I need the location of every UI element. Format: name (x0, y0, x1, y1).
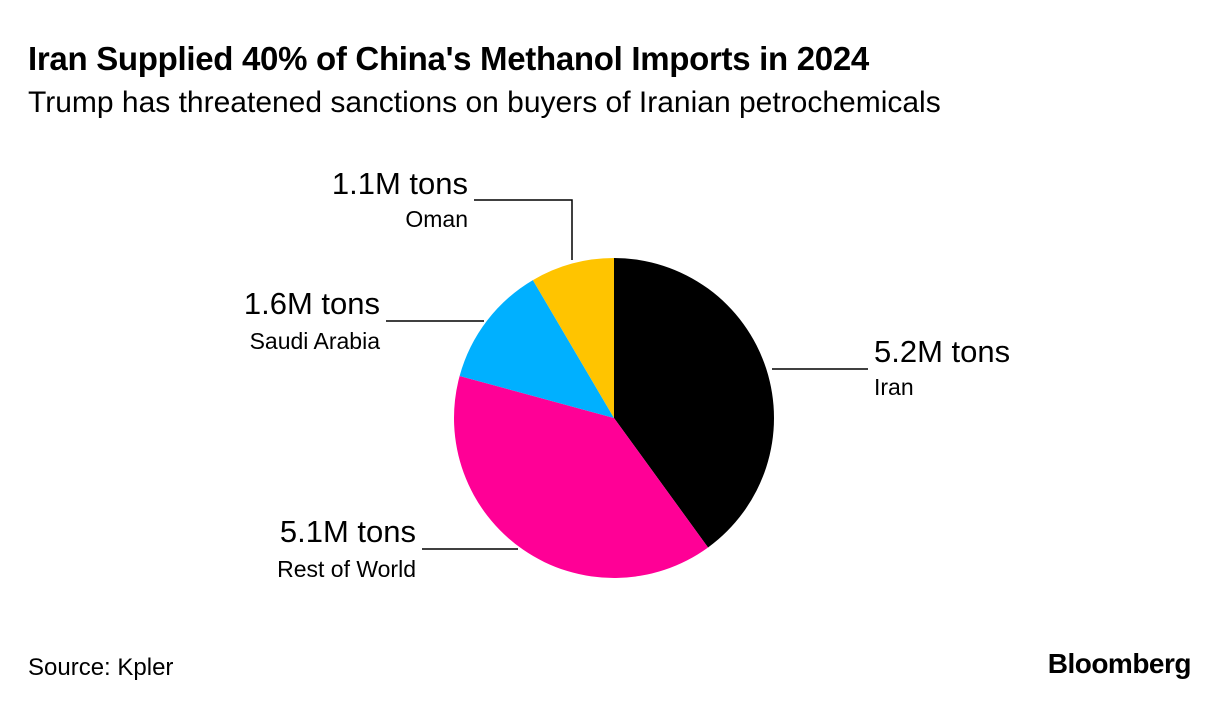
data-label-iran: 5.2M tons (874, 334, 1010, 369)
bloomberg-logo: Bloomberg (1047, 648, 1192, 679)
pie-slice-iran (614, 258, 775, 548)
category-label-iran: Iran (874, 374, 914, 400)
data-label-saudi-arabia: 1.6M tons (244, 286, 380, 321)
pie-slice-rest-of-world (454, 375, 709, 578)
pie-slice-oman (532, 258, 614, 418)
source-note: Source: Kpler (28, 654, 174, 681)
category-label-oman: Oman (405, 206, 468, 232)
chart-subtitle: Trump has threatened sanctions on buyers… (28, 86, 941, 119)
leader-line-oman (474, 199, 573, 260)
data-label-rest-of-world: 5.1M tons (280, 514, 416, 549)
pie-slice-saudi-arabia (459, 280, 614, 418)
data-label-oman: 1.1M tons (332, 166, 468, 201)
category-label-rest-of-world: Rest of World (277, 556, 416, 582)
category-label-saudi-arabia: Saudi Arabia (250, 328, 381, 354)
chart-title: Iran Supplied 40% of China's Methanol Im… (28, 40, 869, 77)
